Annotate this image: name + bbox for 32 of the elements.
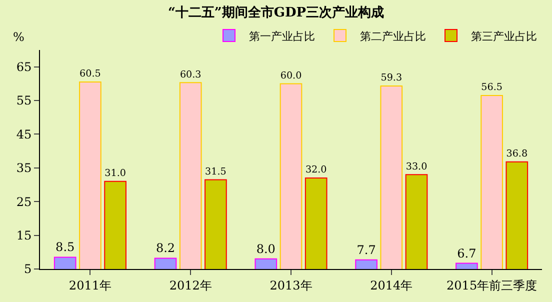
legend-label: 第一产业占比	[249, 30, 315, 43]
data-label: 59.3	[380, 72, 402, 84]
y-tick-label: 65	[16, 60, 32, 74]
legend-label: 第三产业占比	[471, 30, 537, 43]
x-tick-label: 2012年	[169, 278, 212, 292]
x-tick-label: 2011年	[68, 278, 112, 292]
data-label: 32.0	[305, 164, 327, 176]
data-label: 8.0	[256, 242, 276, 256]
data-label: 56.5	[481, 82, 502, 94]
y-tick-label: 5	[24, 262, 32, 276]
data-label: 60.0	[280, 70, 302, 82]
y-tick-label: 25	[16, 194, 32, 209]
data-label: 36.8	[506, 148, 528, 160]
data-label: 31.0	[104, 168, 126, 180]
y-tick-label: 45	[16, 127, 32, 142]
data-label: 60.3	[180, 69, 202, 80]
data-label: 7.7	[356, 242, 376, 257]
x-tick-label: 2015年前三季度	[446, 278, 538, 292]
data-label: 33.0	[406, 161, 428, 172]
chart-title: “十二五”期间全市GDP三次产业构成	[168, 4, 384, 21]
data-label: 6.7	[457, 246, 476, 260]
data-label: 8.5	[56, 240, 75, 254]
x-tick-label: 2013年	[270, 278, 312, 292]
y-tick-label: 35	[16, 161, 32, 176]
x-tick-label: 2014年	[370, 278, 413, 292]
data-label: 8.2	[156, 241, 176, 256]
y-tick-label: 15	[16, 228, 32, 243]
y-axis-title: %	[13, 30, 24, 44]
y-tick-label: 55	[16, 94, 32, 108]
data-label: 31.5	[205, 166, 226, 178]
data-label: 60.5	[80, 68, 101, 80]
legend-label: 第二产业占比	[360, 30, 426, 43]
